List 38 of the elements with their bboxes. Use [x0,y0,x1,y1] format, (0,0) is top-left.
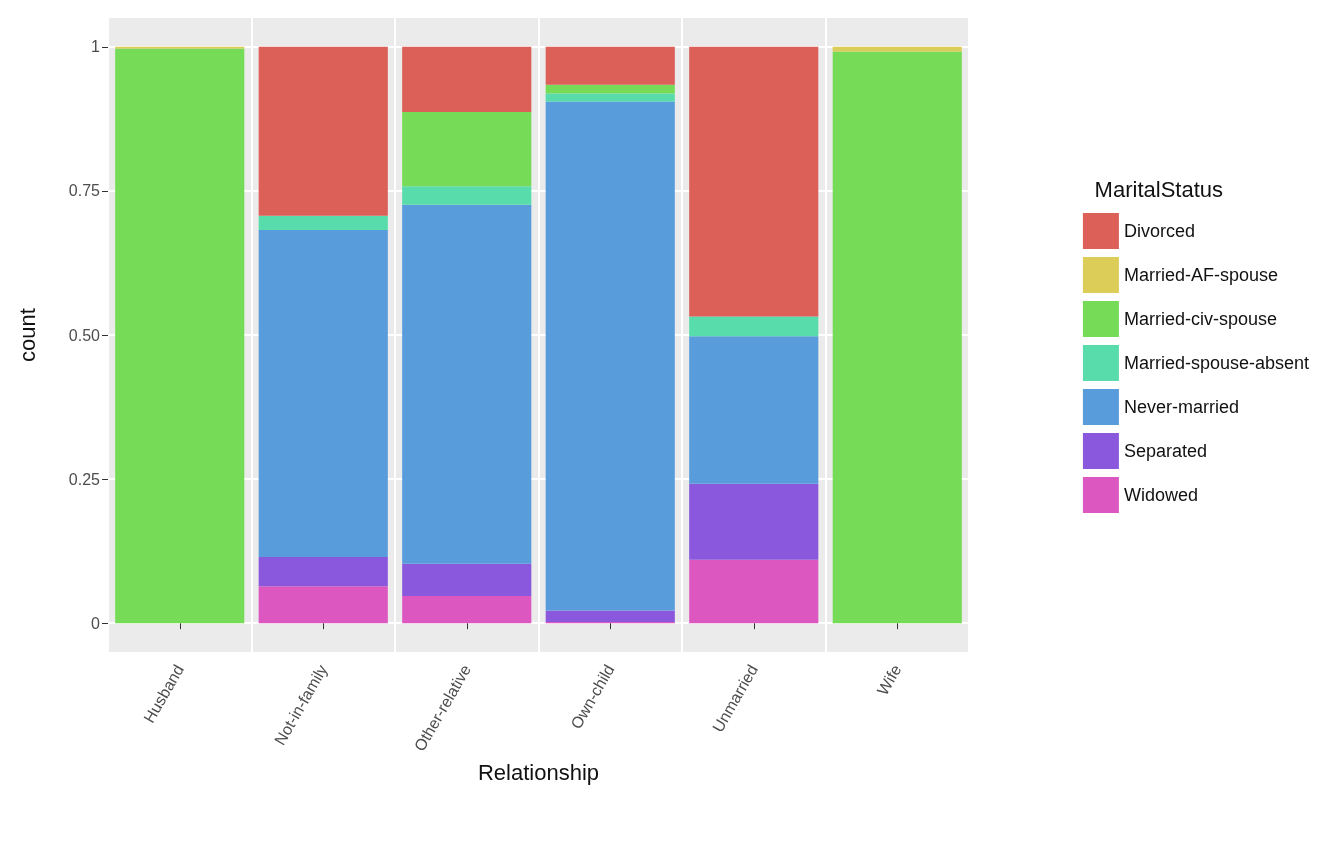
bar [402,204,532,564]
legend-title: MaritalStatus [1094,176,1224,202]
bar [689,336,819,484]
bar [689,483,819,560]
bar [402,563,532,597]
bar [689,559,819,624]
bar [832,51,962,624]
bar [402,46,532,112]
y-tick-label: 0.75 [68,182,101,200]
bar [545,101,675,611]
bar [258,556,388,587]
legend-label: Married-AF-spouse [1123,265,1278,285]
bar [689,46,819,317]
y-tick-label: 1 [91,38,101,56]
bar [545,84,675,94]
legend-label: Divorced [1123,221,1195,241]
bar [258,230,388,557]
bar [258,46,388,216]
x-axis-title: Relationship [477,759,600,785]
bar [545,93,675,102]
bar [402,111,532,187]
legend-label: Widowed [1123,485,1198,505]
legend-label: Married-spouse-absent [1123,353,1309,373]
bar [689,316,819,337]
bar [258,215,388,231]
legend-label: Separated [1123,441,1207,461]
bar [115,48,245,624]
y-axis-title: count [14,308,40,362]
legend-label: Never-married [1123,397,1239,417]
bar [402,596,532,624]
y-tick-label: 0.25 [68,470,101,488]
bar [258,586,388,624]
legend-label: Married-civ-spouse [1123,309,1277,329]
bar [545,610,675,623]
bar [545,46,675,85]
y-tick-label: 0.50 [68,326,101,344]
bar [402,186,532,205]
y-tick-label: 0 [91,614,101,632]
